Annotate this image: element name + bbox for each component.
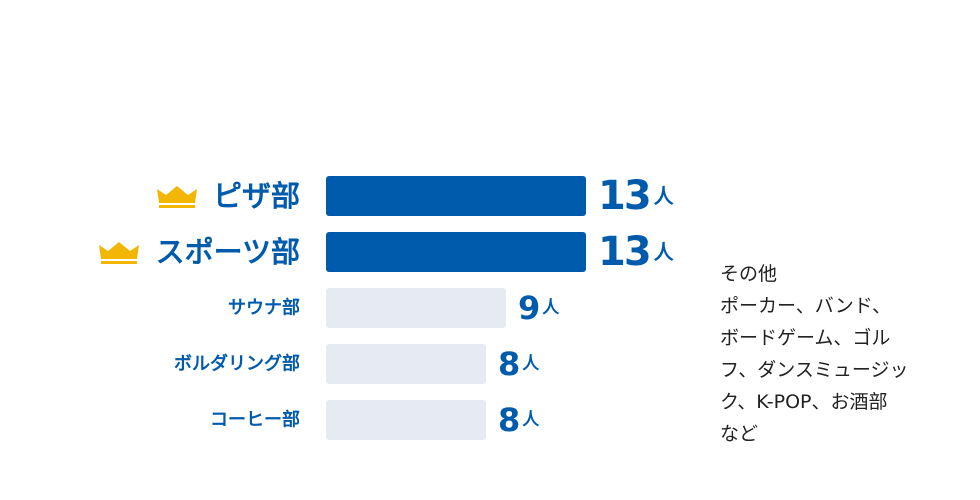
- category-label: ピザ部: [213, 179, 300, 213]
- value-label: 13 人: [598, 229, 675, 275]
- crown-icon: [99, 242, 139, 259]
- category-label: コーヒー部: [210, 409, 300, 431]
- crown-icon: [159, 205, 195, 208]
- value-label: 13 人: [598, 173, 675, 219]
- others-note-line: ボードゲーム、ゴル: [720, 327, 891, 349]
- crown-icon: [157, 186, 197, 203]
- category-label: スポーツ部: [156, 235, 300, 269]
- bar: [326, 176, 586, 216]
- category-label: サウナ部: [228, 297, 300, 319]
- bar: [326, 344, 486, 384]
- bar: [326, 400, 486, 440]
- bar: [326, 232, 586, 272]
- crown-icon: [101, 261, 137, 264]
- others-note-line: その他: [720, 263, 778, 285]
- others-note: その他 ポーカー、バンド、 ボードゲーム、ゴル フ、ダンスミュージッ ク、K-P…: [720, 258, 940, 450]
- others-note-line: など: [720, 423, 759, 445]
- others-note-line: ポーカー、バンド、: [720, 295, 892, 317]
- category-label: ボルダリング部: [174, 353, 300, 375]
- others-note-line: ク、K-POP、お酒部: [720, 391, 888, 413]
- others-note-line: フ、ダンスミュージッ: [720, 359, 909, 381]
- bar: [326, 288, 506, 328]
